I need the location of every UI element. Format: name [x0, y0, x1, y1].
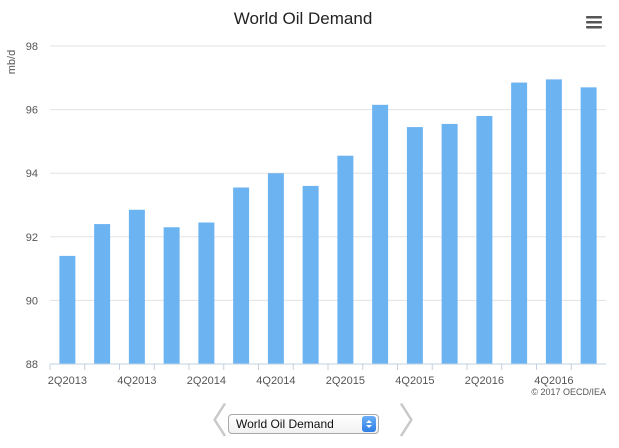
x-tick-label: 2Q2016 [465, 375, 504, 387]
chart-title: World Oil Demand [234, 9, 373, 28]
bar-1Q2014[interactable] [163, 227, 180, 364]
bar-3Q2013[interactable] [94, 224, 111, 364]
y-tick-label: 98 [26, 41, 38, 53]
chevron-right-icon: 〉 [398, 401, 435, 442]
y-tick-label: 92 [26, 232, 38, 244]
bar-2Q2016[interactable] [476, 115, 493, 365]
chart-selector[interactable]: World Oil Demand [228, 414, 379, 434]
oil-demand-chart: World Oil Demand mb/d 88 90 92 94 96 98 2Q201… [6, 9, 606, 397]
y-axis-label: mb/d [6, 50, 18, 74]
bar-4Q2014[interactable] [267, 173, 284, 364]
x-axis-ticks: 2Q2013 4Q2013 2Q2014 4Q2014 2Q2015 4Q2015 2Q20… [48, 364, 573, 387]
bar-2Q2015[interactable] [337, 155, 354, 364]
bar-2Q2014[interactable] [198, 222, 215, 364]
select-stepper-icon [362, 416, 376, 432]
bar-4Q2013[interactable] [128, 209, 145, 364]
chart-selector-value: World Oil Demand [236, 417, 334, 431]
y-tick-label: 94 [26, 168, 38, 180]
bar-3Q2015[interactable] [372, 104, 389, 364]
x-tick-label: 4Q2014 [256, 375, 295, 387]
chevron-left-icon: 〈 [192, 401, 229, 442]
y-tick-label: 88 [26, 359, 38, 371]
bar-4Q2015[interactable] [406, 127, 423, 364]
bar-1Q2017[interactable] [580, 87, 597, 364]
bars [59, 79, 597, 365]
y-tick-label: 90 [26, 295, 38, 307]
chart-menu-button[interactable] [584, 14, 604, 30]
next-chart-button[interactable]: 〉 [398, 402, 434, 442]
x-tick-label: 2Q2015 [326, 375, 365, 387]
x-tick-label: 2Q2014 [187, 375, 226, 387]
bar-4Q2016[interactable] [545, 79, 562, 364]
bar-2Q2013[interactable] [59, 255, 76, 364]
x-tick-label: 2Q2013 [48, 375, 87, 387]
x-tick-label: 4Q2016 [534, 375, 573, 387]
credit-text: © 2017 OECD/IEA [531, 387, 606, 397]
bar-3Q2016[interactable] [511, 82, 528, 364]
bar-1Q2015[interactable] [302, 185, 319, 364]
previous-chart-button[interactable]: 〈 [192, 402, 228, 442]
hamburger-menu-icon [586, 16, 602, 29]
x-tick-label: 4Q2013 [117, 375, 156, 387]
x-tick-label: 4Q2015 [395, 375, 434, 387]
y-tick-label: 96 [26, 105, 38, 117]
bar-1Q2016[interactable] [441, 123, 458, 364]
bar-3Q2014[interactable] [233, 187, 250, 364]
y-axis-ticks: 88 90 92 94 96 98 [26, 41, 38, 371]
